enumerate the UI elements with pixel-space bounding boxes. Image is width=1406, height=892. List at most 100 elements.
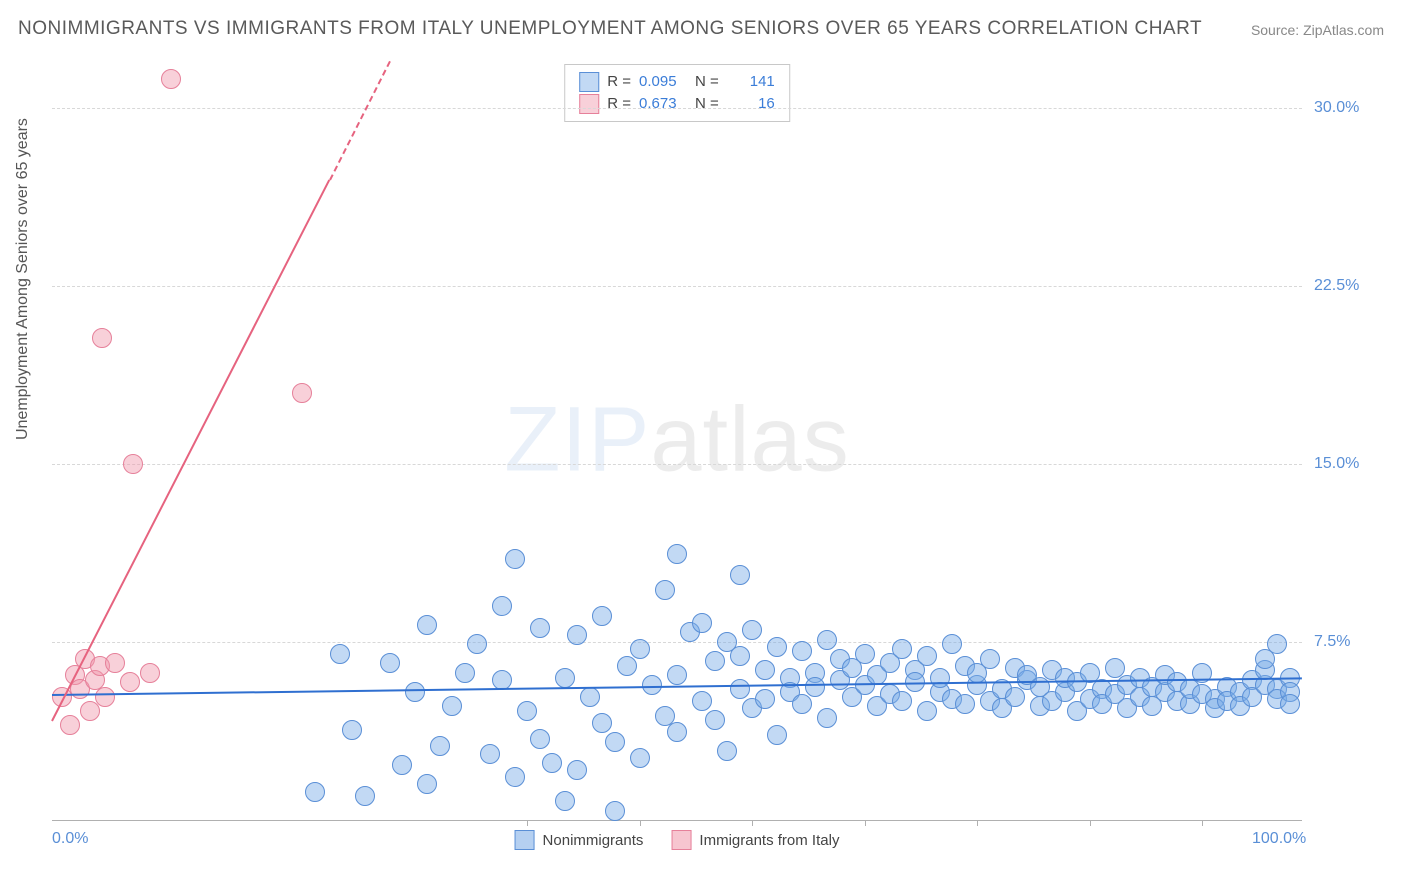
data-point: [655, 580, 675, 600]
data-point: [705, 710, 725, 730]
data-point: [755, 689, 775, 709]
data-point: [705, 651, 725, 671]
data-point: [755, 660, 775, 680]
data-point: [517, 701, 537, 721]
data-point: [955, 694, 975, 714]
data-point: [467, 634, 487, 654]
x-tick: [1090, 820, 1091, 826]
data-point: [942, 634, 962, 654]
data-point: [430, 736, 450, 756]
data-point: [767, 637, 787, 657]
source-label: Source: ZipAtlas.com: [1251, 22, 1384, 38]
x-tick-label: 0.0%: [52, 830, 88, 848]
x-tick: [640, 820, 641, 826]
data-point: [355, 786, 375, 806]
data-point: [95, 687, 115, 707]
data-point: [617, 656, 637, 676]
legend-swatch: [515, 830, 535, 850]
data-point: [380, 653, 400, 673]
data-point: [530, 618, 550, 638]
data-point: [505, 767, 525, 787]
data-point: [555, 791, 575, 811]
y-axis-label: Unemployment Among Seniors over 65 years: [14, 118, 32, 440]
data-point: [717, 741, 737, 761]
watermark-atlas: atlas: [650, 389, 849, 491]
data-point: [530, 729, 550, 749]
gridline: [52, 108, 1302, 109]
legend-item: Immigrants from Italy: [671, 830, 839, 850]
data-point: [730, 646, 750, 666]
data-point: [505, 549, 525, 569]
data-point: [1005, 687, 1025, 707]
data-point: [667, 665, 687, 685]
data-point: [161, 69, 181, 89]
data-point: [292, 383, 312, 403]
legend-r-value: 0.095: [639, 71, 687, 93]
data-point: [80, 701, 100, 721]
legend-r-label: R =: [607, 93, 631, 115]
watermark: ZIPatlas: [504, 388, 849, 493]
data-point: [480, 744, 500, 764]
y-tick-label: 15.0%: [1314, 455, 1374, 473]
data-point: [105, 653, 125, 673]
legend-row: R = 0.095 N = 141: [579, 71, 775, 93]
legend-swatch: [579, 72, 599, 92]
data-point: [455, 663, 475, 683]
data-point: [92, 328, 112, 348]
data-point: [892, 691, 912, 711]
data-point: [605, 801, 625, 821]
data-point: [567, 625, 587, 645]
trend-line: [51, 179, 330, 721]
data-point: [817, 630, 837, 650]
data-point: [542, 753, 562, 773]
data-point: [60, 715, 80, 735]
data-point: [592, 713, 612, 733]
correlation-legend: R =0.095N =141R =0.673N =16: [564, 64, 790, 122]
x-tick: [865, 820, 866, 826]
data-point: [792, 641, 812, 661]
data-point: [742, 620, 762, 640]
data-point: [855, 644, 875, 664]
data-point: [667, 722, 687, 742]
data-point: [892, 639, 912, 659]
data-point: [917, 701, 937, 721]
data-point: [123, 454, 143, 474]
y-tick-label: 30.0%: [1314, 99, 1374, 117]
legend-n-label: N =: [695, 93, 719, 115]
legend-n-value: 16: [727, 93, 775, 115]
data-point: [330, 644, 350, 664]
legend-n-value: 141: [727, 71, 775, 93]
x-tick-label: 100.0%: [1252, 830, 1306, 848]
data-point: [1280, 694, 1300, 714]
data-point: [930, 668, 950, 688]
data-point: [917, 646, 937, 666]
legend-label: Nonimmigrants: [543, 832, 644, 849]
legend-swatch: [671, 830, 691, 850]
series-legend: Nonimmigrants Immigrants from Italy: [515, 830, 840, 850]
legend-r-label: R =: [607, 71, 631, 93]
legend-item: Nonimmigrants: [515, 830, 644, 850]
data-point: [592, 606, 612, 626]
chart-title: NONIMMIGRANTS VS IMMIGRANTS FROM ITALY U…: [18, 18, 1202, 40]
data-point: [817, 708, 837, 728]
data-point: [692, 613, 712, 633]
x-tick: [1202, 820, 1203, 826]
data-point: [767, 725, 787, 745]
data-point: [642, 675, 662, 695]
data-point: [120, 672, 140, 692]
gridline: [52, 464, 1302, 465]
data-point: [442, 696, 462, 716]
data-point: [567, 760, 587, 780]
legend-n-label: N =: [695, 71, 719, 93]
legend-label: Immigrants from Italy: [699, 832, 839, 849]
data-point: [417, 615, 437, 635]
data-point: [405, 682, 425, 702]
watermark-zip: ZIP: [504, 389, 650, 491]
data-point: [630, 748, 650, 768]
data-point: [140, 663, 160, 683]
x-tick: [977, 820, 978, 826]
data-point: [305, 782, 325, 802]
plot-area: ZIPatlas R =0.095N =141R =0.673N =16 Non…: [52, 60, 1302, 821]
data-point: [730, 565, 750, 585]
y-tick-label: 7.5%: [1314, 633, 1374, 651]
